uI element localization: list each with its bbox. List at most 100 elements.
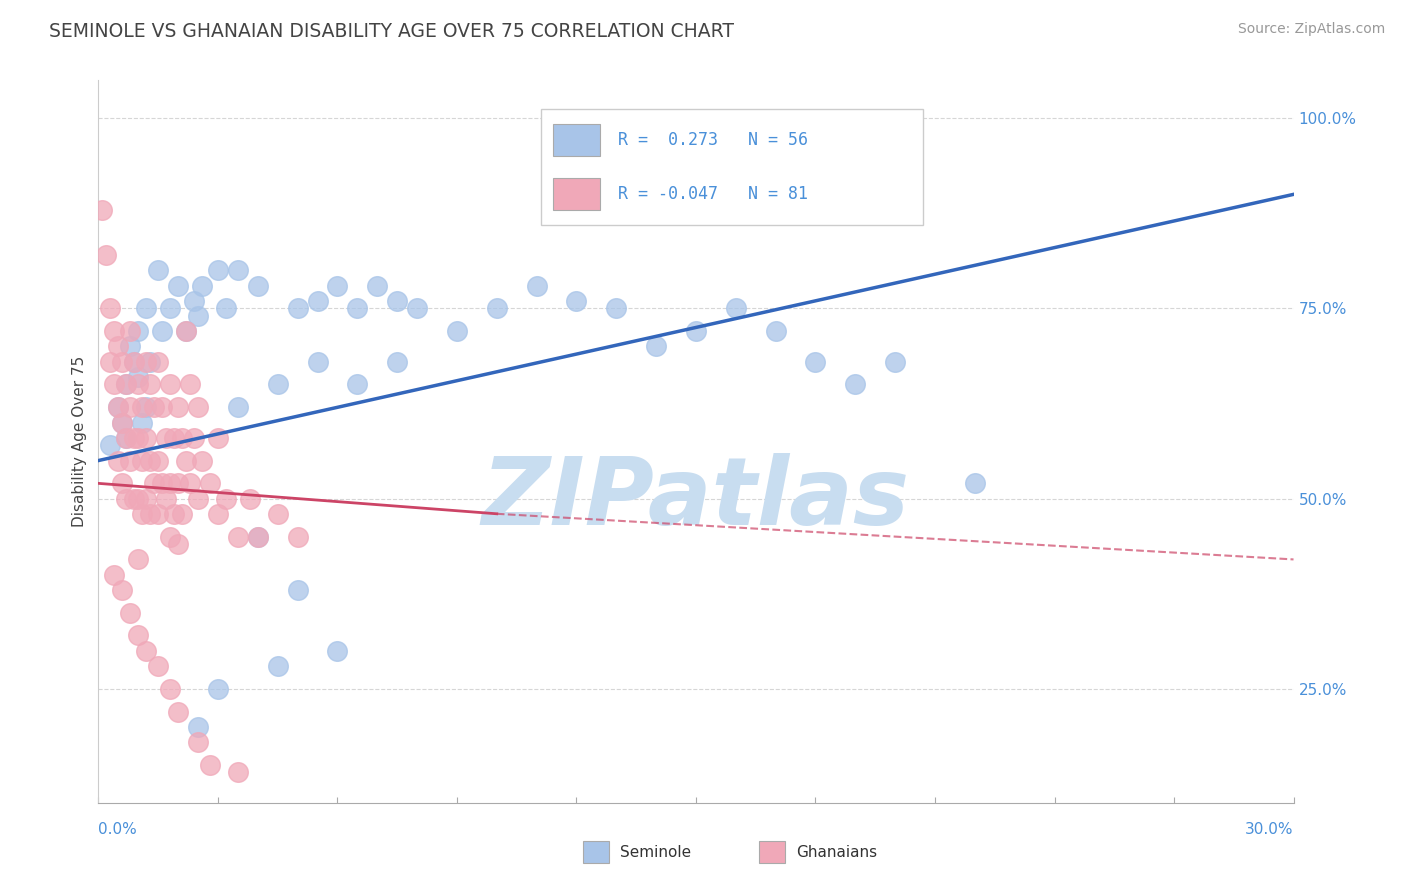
Point <box>155 491 177 506</box>
Point <box>107 339 129 353</box>
Text: R =  0.273   N = 56: R = 0.273 N = 56 <box>619 130 808 149</box>
Point <box>215 301 238 316</box>
Point <box>120 324 142 338</box>
Point <box>844 377 866 392</box>
Point <box>215 491 238 506</box>
Point <box>98 438 122 452</box>
Point <box>346 377 368 392</box>
Point <box>96 248 118 262</box>
Bar <box>759 841 785 863</box>
Point <box>127 552 149 566</box>
Point <box>605 301 627 316</box>
Point <box>326 278 349 293</box>
Point <box>187 309 209 323</box>
Bar <box>553 124 600 156</box>
Point <box>135 643 157 657</box>
Point <box>267 507 290 521</box>
Point <box>159 377 181 392</box>
Point <box>150 476 173 491</box>
Point <box>143 476 166 491</box>
Point <box>207 507 229 521</box>
Point <box>183 431 205 445</box>
Point <box>246 530 269 544</box>
Bar <box>553 178 600 211</box>
Point <box>127 491 149 506</box>
Point <box>179 476 201 491</box>
Point <box>120 606 142 620</box>
Text: SEMINOLE VS GHANAIAN DISABILITY AGE OVER 75 CORRELATION CHART: SEMINOLE VS GHANAIAN DISABILITY AGE OVER… <box>49 22 734 41</box>
Point <box>148 263 170 277</box>
Point <box>120 401 142 415</box>
Point <box>124 431 146 445</box>
Point <box>115 491 138 506</box>
Point <box>685 324 707 338</box>
Point <box>645 339 668 353</box>
Point <box>107 401 129 415</box>
Point <box>884 354 907 368</box>
Point <box>150 401 173 415</box>
Point <box>107 401 129 415</box>
Point <box>187 491 209 506</box>
Point <box>191 453 214 467</box>
Point <box>111 416 134 430</box>
Point <box>135 401 157 415</box>
Point <box>765 324 787 338</box>
Point <box>159 301 181 316</box>
Point <box>239 491 262 506</box>
Point <box>207 681 229 696</box>
Point <box>148 507 170 521</box>
Point <box>187 720 209 734</box>
Point <box>115 377 138 392</box>
Point <box>174 324 197 338</box>
Point <box>167 705 190 719</box>
Point <box>183 293 205 308</box>
Point <box>124 354 146 368</box>
Point <box>172 431 194 445</box>
Point <box>226 530 249 544</box>
Point <box>287 530 309 544</box>
Point <box>167 401 190 415</box>
Point <box>198 476 221 491</box>
Point <box>366 278 388 293</box>
Point <box>163 431 186 445</box>
Point <box>724 301 747 316</box>
Point <box>446 324 468 338</box>
Point <box>150 324 173 338</box>
Text: 30.0%: 30.0% <box>1246 822 1294 837</box>
Point <box>307 354 329 368</box>
Point <box>120 453 142 467</box>
Point <box>103 324 125 338</box>
Point <box>131 507 153 521</box>
Point <box>135 301 157 316</box>
Text: Source: ZipAtlas.com: Source: ZipAtlas.com <box>1237 22 1385 37</box>
Text: Seminole: Seminole <box>620 845 692 860</box>
Point <box>326 643 349 657</box>
Point <box>139 354 162 368</box>
Point <box>167 278 190 293</box>
Text: R = -0.047   N = 81: R = -0.047 N = 81 <box>619 185 808 202</box>
Point <box>207 431 229 445</box>
Point <box>346 301 368 316</box>
Point <box>139 377 162 392</box>
Point <box>115 431 138 445</box>
Point <box>526 278 548 293</box>
Point <box>115 431 138 445</box>
Point <box>107 453 129 467</box>
Point <box>127 370 149 384</box>
Point <box>174 324 197 338</box>
Point <box>139 453 162 467</box>
Point <box>207 263 229 277</box>
Point <box>98 354 122 368</box>
Point <box>131 453 153 467</box>
Point <box>148 453 170 467</box>
Point <box>127 431 149 445</box>
Point <box>120 339 142 353</box>
Point <box>226 401 249 415</box>
Point <box>103 377 125 392</box>
Point <box>135 491 157 506</box>
Point <box>127 377 149 392</box>
Point <box>287 582 309 597</box>
Point <box>226 765 249 780</box>
Point <box>191 278 214 293</box>
Point <box>155 431 177 445</box>
